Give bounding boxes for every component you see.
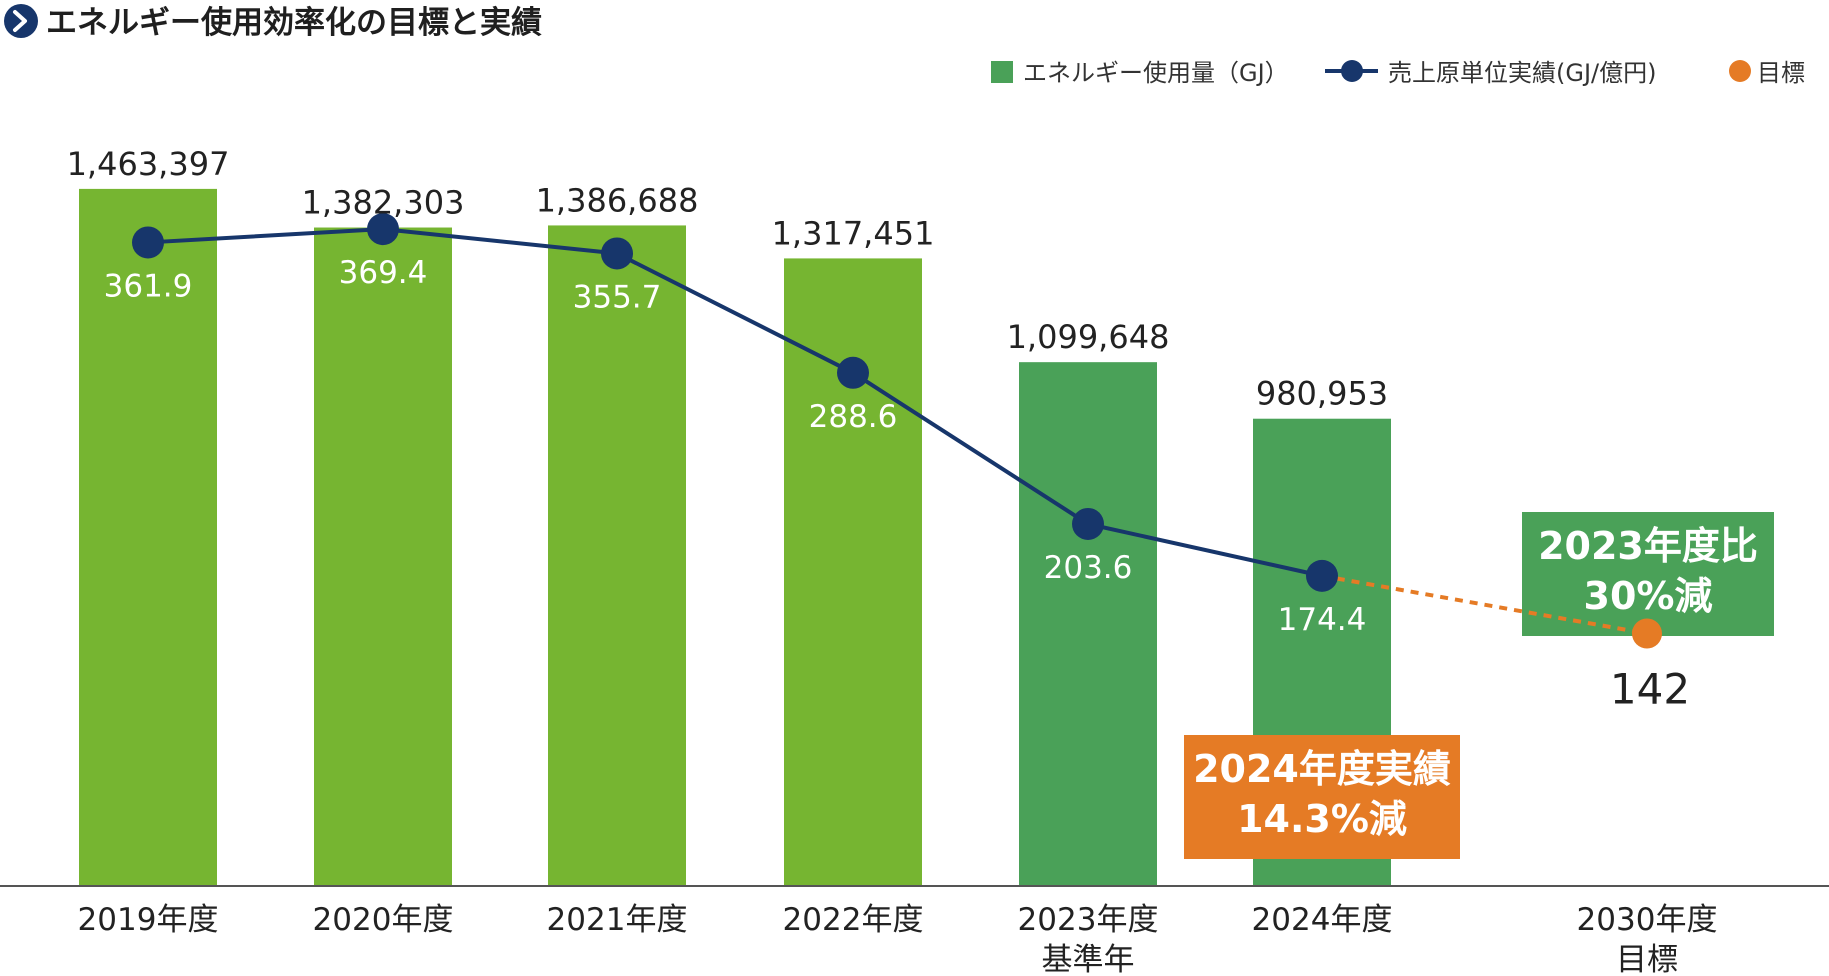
callout-line-1: 2023年度比 xyxy=(1538,524,1758,568)
legend-label-intensity: 売上原単位実績(GJ/億円) xyxy=(1388,59,1657,87)
bar-2023年度 xyxy=(1019,362,1157,886)
legend-label-energy: エネルギー使用量（GJ） xyxy=(1023,59,1289,87)
x-tick-label: 2022年度 xyxy=(783,902,924,938)
intensity-point xyxy=(1306,559,1338,592)
target-value-label: 142 xyxy=(1610,664,1690,713)
callout-target-reduction: 2023年度比 30%減 xyxy=(1522,512,1774,636)
x-tick-label: 2023年度 xyxy=(1018,902,1159,938)
intensity-value-label: 355.7 xyxy=(573,279,662,315)
bar-value-label: 980,953 xyxy=(1256,375,1388,413)
callout-line-1: 2024年度実績 xyxy=(1193,747,1451,791)
bar-value-label: 1,099,648 xyxy=(1007,318,1170,356)
bar-2021年度 xyxy=(548,225,686,887)
chart-header: エネルギー使用効率化の目標と実績 xyxy=(4,4,542,41)
bar-value-label: 1,382,303 xyxy=(302,184,465,222)
legend-swatch-energy xyxy=(991,61,1013,83)
x-tick-label: 2019年度 xyxy=(78,902,219,938)
callout-line-2: 14.3%減 xyxy=(1237,797,1407,841)
callout-box xyxy=(1522,512,1774,636)
value-labels: 1,463,397 1,382,303 1,386,688 1,317,451 1,09… xyxy=(67,145,1691,714)
bar-value-label: 1,386,688 xyxy=(536,181,699,219)
bar-2022年度 xyxy=(784,258,922,886)
intensity-line xyxy=(147,227,1323,578)
x-tick-label: 2021年度 xyxy=(547,902,688,938)
bar-2020年度 xyxy=(314,227,452,886)
legend-label-target: 目標 xyxy=(1757,59,1805,87)
callouts: 2023年度比 30%減 2024年度実績 14.3%減 xyxy=(1184,512,1774,859)
callout-box xyxy=(1184,735,1460,859)
callout-line-2: 30%減 xyxy=(1584,574,1713,618)
intensity-point xyxy=(601,237,633,270)
callout-actual-reduction: 2024年度実績 14.3%減 xyxy=(1184,735,1460,859)
target-projection-line xyxy=(1321,573,1648,636)
x-tick-sublabel: 目標 xyxy=(1616,942,1678,976)
intensity-point xyxy=(837,356,869,389)
intensity-value-label: 288.6 xyxy=(809,399,898,435)
line-series xyxy=(132,213,1662,649)
target-point xyxy=(1632,618,1662,649)
legend-swatch-intensity-dot xyxy=(1341,60,1363,82)
intensity-value-label: 174.4 xyxy=(1278,602,1367,638)
intensity-point xyxy=(132,226,164,259)
intensity-value-label: 369.4 xyxy=(339,255,428,291)
chart-title: エネルギー使用効率化の目標と実績 xyxy=(46,5,542,41)
intensity-value-label: 361.9 xyxy=(104,268,193,304)
intensity-point xyxy=(367,213,399,246)
chevron-right-icon xyxy=(4,4,38,38)
intensity-point xyxy=(1072,507,1104,540)
chevron-right-glyph xyxy=(13,10,27,32)
x-tick-label: 2020年度 xyxy=(313,902,454,938)
legend: エネルギー使用量（GJ） 売上原単位実績(GJ/億円) 目標 xyxy=(991,59,1805,87)
intensity-value-label: 203.6 xyxy=(1044,550,1133,586)
x-tick-sublabel: 基準年 xyxy=(1042,942,1135,976)
legend-swatch-target xyxy=(1729,60,1751,82)
bar-value-label: 1,317,451 xyxy=(772,214,935,252)
bar-2019年度 xyxy=(79,188,217,887)
bar-value-label: 1,463,397 xyxy=(67,145,230,183)
bar-series xyxy=(79,188,1391,887)
x-tick-label: 2024年度 xyxy=(1252,902,1393,938)
x-tick-label: 2030年度 xyxy=(1577,902,1718,938)
